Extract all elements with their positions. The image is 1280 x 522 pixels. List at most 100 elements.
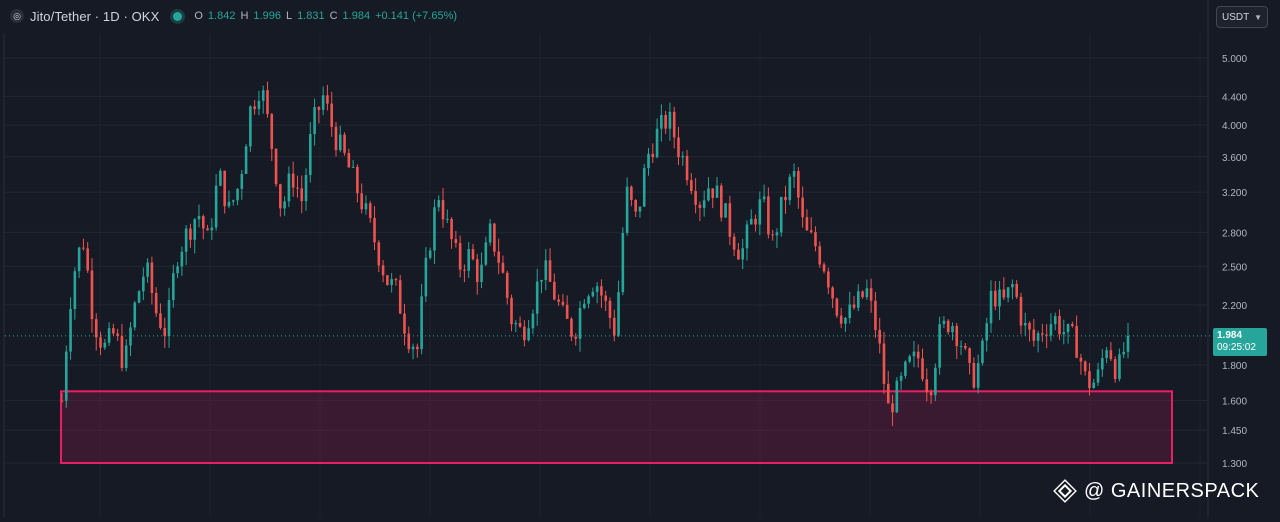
candle-body: [326, 95, 329, 104]
candle-body: [985, 323, 989, 341]
y-tick-label: 1.800: [1222, 361, 1247, 372]
candle-body: [1088, 371, 1091, 389]
candle-body: [690, 180, 693, 192]
candle-body: [467, 249, 471, 271]
candle-body: [150, 262, 154, 293]
support-zone[interactable]: [60, 390, 1173, 464]
candle-body: [279, 184, 282, 209]
candle-body: [381, 265, 385, 276]
candle-body: [647, 153, 650, 169]
candle-body: [895, 380, 899, 413]
candle-body: [523, 326, 526, 341]
candle-body: [861, 291, 864, 298]
candle-body: [257, 100, 261, 110]
candle-body: [1062, 332, 1066, 335]
candle-body: [60, 400, 64, 402]
candle-body: [1126, 335, 1130, 352]
candle-body: [433, 207, 436, 251]
candle-body: [197, 216, 201, 220]
candle-body: [664, 115, 667, 129]
candle-body: [831, 287, 834, 299]
candle-body: [737, 249, 740, 260]
candle-body: [231, 200, 235, 202]
candle-body: [206, 228, 209, 231]
candle-body: [142, 276, 145, 292]
candle-body: [1075, 326, 1078, 358]
symbol-title[interactable]: Jito/Tether · 1D · OKX: [30, 8, 160, 24]
candle-body: [989, 290, 993, 324]
candle-body: [801, 197, 804, 218]
candle-body: [497, 251, 500, 263]
candle-body: [172, 273, 175, 301]
candle-body: [86, 248, 89, 271]
candle-body: [540, 279, 543, 282]
candle-body: [604, 295, 608, 301]
candle-body: [1015, 284, 1018, 297]
market-status-icon: [173, 11, 183, 21]
candle-body: [655, 128, 659, 158]
candle-body: [82, 247, 85, 249]
ohlc-change: +0.141 (+7.65%): [375, 10, 458, 22]
candle-body: [715, 185, 719, 198]
candle-body: [951, 326, 954, 333]
candle-body: [313, 107, 316, 135]
candle-body: [685, 155, 689, 181]
candle-body: [116, 333, 119, 337]
candle-body: [154, 292, 158, 314]
candle-body: [959, 345, 963, 347]
ohlc-close-value: 1.984: [342, 10, 371, 22]
candle-body: [998, 289, 1001, 307]
candle-body: [227, 201, 231, 207]
candle-body: [334, 126, 338, 151]
candle-body: [518, 323, 522, 327]
symbol-legend: ◎ Jito/Tether · 1D · OKX O 1.842 H 1.996…: [10, 6, 457, 26]
candle-body: [441, 200, 445, 220]
bar-countdown: 09:25:02: [1217, 342, 1256, 353]
candle-body: [94, 319, 98, 338]
candle-body: [386, 275, 389, 285]
candle-body: [283, 201, 286, 209]
candle-body: [69, 308, 72, 352]
candle-body: [1105, 350, 1108, 359]
candle-body: [214, 185, 218, 228]
candle-body: [912, 351, 916, 357]
candle-body: [835, 298, 839, 316]
candle-body: [356, 166, 359, 194]
candle-body: [107, 328, 111, 343]
candle-body: [411, 346, 415, 350]
candle-body: [711, 188, 715, 198]
candle-body: [822, 264, 826, 272]
y-tick-label: 2.800: [1222, 228, 1247, 239]
candle-body: [1028, 322, 1031, 330]
candle-body: [651, 153, 655, 158]
candle-body: [745, 224, 749, 249]
candle-body: [788, 176, 792, 201]
y-tick-label: 3.600: [1222, 153, 1247, 164]
candle-body: [373, 218, 376, 243]
candle-body: [762, 196, 766, 200]
candle-body: [544, 260, 548, 280]
candle-body: [972, 362, 976, 388]
candle-body: [797, 171, 800, 198]
candle-body: [364, 203, 368, 210]
candle-body: [505, 272, 509, 298]
candle-body: [1045, 334, 1048, 336]
candle-body: [300, 188, 304, 202]
y-tick-label: 5.000: [1222, 54, 1247, 65]
candle-body: [407, 333, 411, 350]
candles-group[interactable]: [60, 81, 1130, 426]
y-tick-label: 1.450: [1222, 426, 1247, 437]
candle-body: [133, 302, 137, 328]
candle-body: [180, 251, 184, 267]
candle-body: [591, 291, 595, 297]
currency-select[interactable]: USDT ▼: [1216, 6, 1268, 28]
candle-body: [428, 250, 432, 258]
candle-body: [244, 146, 248, 174]
candle-body: [458, 243, 462, 270]
price-axis[interactable]: 5.000 4.400 4.000 3.600 3.200 2.800 2.500 2.200…: [1222, 54, 1247, 470]
candle-body: [827, 271, 830, 288]
candle-body: [677, 137, 680, 158]
candle-body: [942, 320, 946, 325]
